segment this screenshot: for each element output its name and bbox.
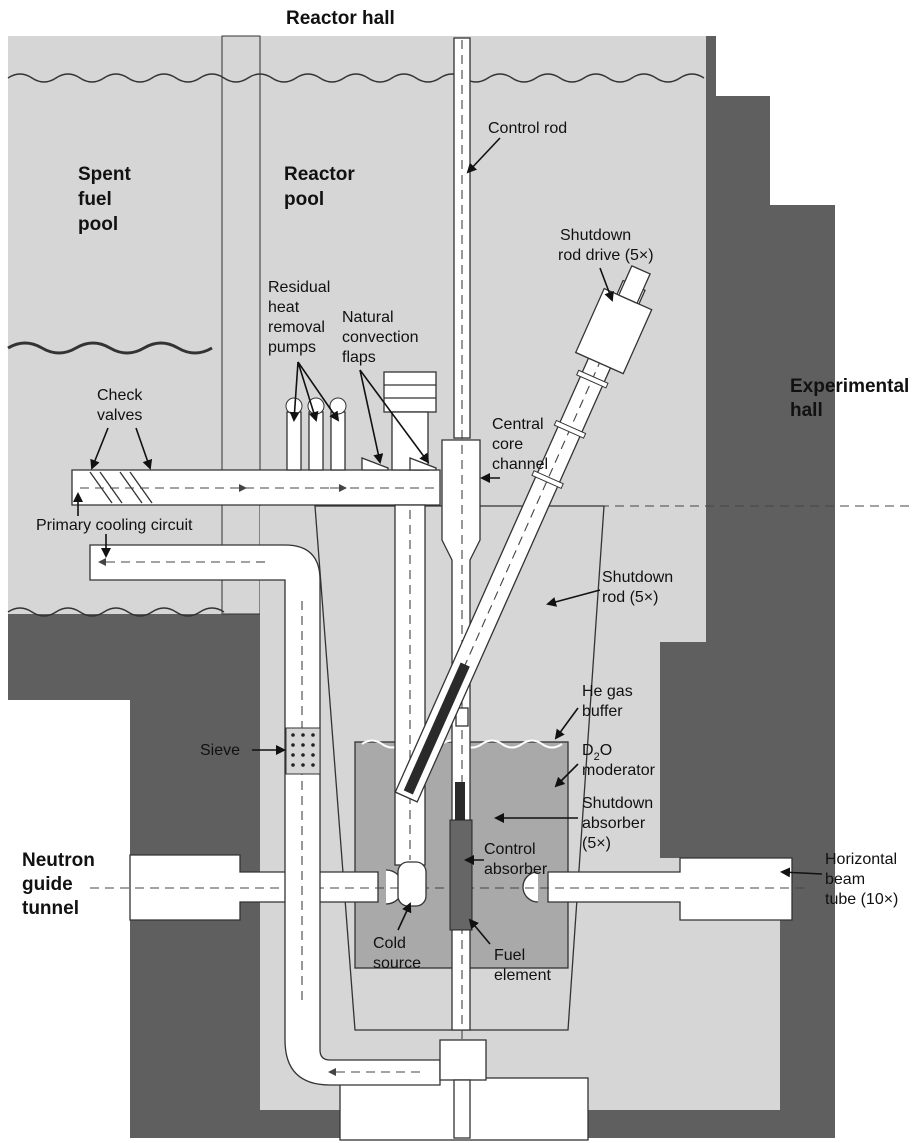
residual-heat-label-2: heat xyxy=(268,299,300,316)
central-core-channel-label-3: channel xyxy=(492,456,548,473)
shutdown-rod-label-1: Shutdown xyxy=(602,569,673,586)
reactor-pool-title-1: Reactor xyxy=(284,164,355,185)
shutdown-absorber-label-1: Shutdown xyxy=(582,795,653,812)
natural-convection-label-3: flaps xyxy=(342,349,376,366)
divider-channel xyxy=(222,36,260,614)
residual-heat-label-1: Residual xyxy=(268,279,330,296)
he-gas-buffer-label-1: He gas xyxy=(582,683,633,700)
spent-fuel-pool-title-1: Spent xyxy=(78,164,131,185)
central-core-channel-label-2: core xyxy=(492,436,523,453)
control-absorber-label-1: Control xyxy=(484,841,536,858)
sieve-label: Sieve xyxy=(200,742,240,759)
natural-convection-label-1: Natural xyxy=(342,309,394,326)
reactor-pool-title-2: pool xyxy=(284,189,324,210)
cold-source-assembly xyxy=(395,505,426,906)
central-core-channel-label-1: Central xyxy=(492,416,544,433)
natural-convection-label-2: convection xyxy=(342,329,419,346)
shutdown-absorber-label-3: (5×) xyxy=(582,835,611,852)
primary-cooling-circuit-label: Primary cooling circuit xyxy=(36,517,193,534)
shutdown-rod-drive-label-2: rod drive (5×) xyxy=(558,247,654,264)
shutdown-rod-drive-label-1: Shutdown xyxy=(560,227,631,244)
neutron-guide-tunnel-title-1: Neutron xyxy=(22,850,95,871)
neutron-guide-tunnel-space xyxy=(8,700,130,1140)
d2o-label-line2: moderator xyxy=(582,762,656,779)
residual-heat-label-4: pumps xyxy=(268,339,316,356)
spent-fuel-pool-title-3: pool xyxy=(78,214,118,235)
reactor-hall-title: Reactor hall xyxy=(286,8,395,29)
control-rod-label: Control rod xyxy=(488,120,567,137)
spent-fuel-pool-title-2: fuel xyxy=(78,189,112,210)
check-valves-label-2: valves xyxy=(97,407,142,424)
he-gas-buffer-label-2: buffer xyxy=(582,703,623,720)
residual-heat-label-3: removal xyxy=(268,319,325,336)
control-absorber-label-2: absorber xyxy=(484,861,548,878)
neutron-guide-tunnel-title-3: tunnel xyxy=(22,898,79,919)
fuel-element-label-1: Fuel xyxy=(494,947,525,964)
check-valves-label-1: Check xyxy=(97,387,143,404)
cold-source-label-2: source xyxy=(373,955,421,972)
fuel-element-label-2: element xyxy=(494,967,551,984)
bottom-header xyxy=(440,1040,486,1080)
shutdown-absorber-label-2: absorber xyxy=(582,815,646,832)
horizontal-beam-tube-label-3: tube (10×) xyxy=(825,891,898,908)
experimental-hall-title-2: hall xyxy=(790,400,823,421)
experimental-hall-title-1: Experimental xyxy=(790,376,909,397)
cold-source-label-1: Cold xyxy=(373,935,406,952)
horizontal-beam-tube-label-2: beam xyxy=(825,871,865,888)
horizontal-beam-tube-label-1: Horizontal xyxy=(825,851,897,868)
shutdown-rod-label-2: rod (5×) xyxy=(602,589,658,606)
fuel-element xyxy=(450,820,472,930)
neutron-guide-tunnel-title-2: guide xyxy=(22,874,73,895)
